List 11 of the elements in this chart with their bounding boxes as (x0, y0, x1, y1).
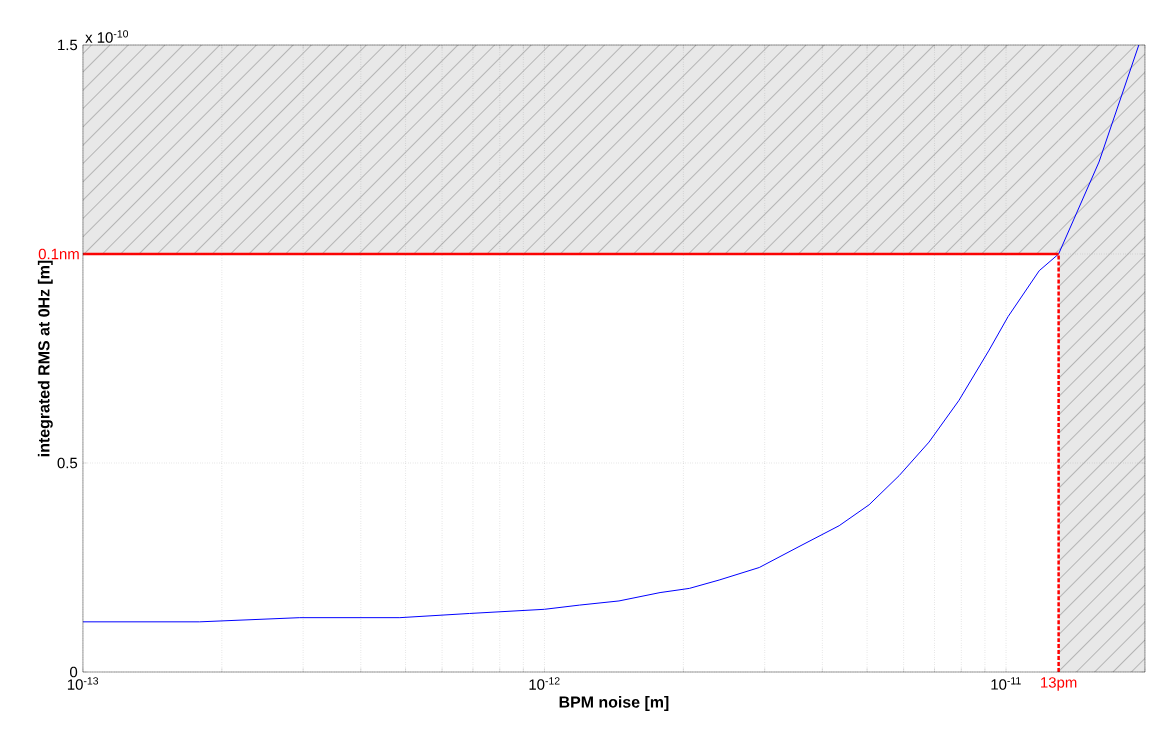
x-tick-label: 10$^{-13}$ (67, 677, 99, 690)
y-axis-title: integrated RMS at 0Hz [m] (37, 260, 53, 457)
x-axis-title: BPM noise [m] (559, 696, 669, 711)
y-tick-label: 1.5 (58, 39, 78, 51)
ref-line-label: 0.1nm (38, 248, 79, 260)
ref-line-label: 13pm (1041, 677, 1077, 691)
y-tick-label: 0.5 (57, 457, 78, 469)
x-tick-label: 10$^{-12}$ (529, 677, 560, 690)
text: x 10$^{-10}$ (85, 30, 129, 43)
y-tick-label: 0 (70, 666, 78, 678)
x-tick-label: 10$^{-11}$ (991, 677, 1021, 690)
